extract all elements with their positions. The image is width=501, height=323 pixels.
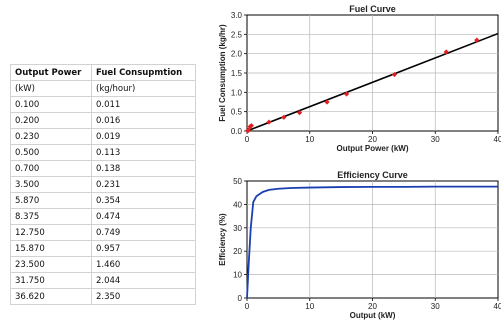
y-tick-label: 30 [233, 224, 242, 233]
output-power-cell: 0.100 [10, 96, 92, 113]
output-power-cell: 0.200 [10, 112, 92, 129]
table-units-row: (kW) (kg/hour) [10, 80, 196, 97]
output-power-cell: 31.750 [10, 272, 92, 289]
fuel-consumption-cell: 0.231 [91, 176, 196, 193]
fuel-consumption-cell: Fuel Consupmtion [91, 64, 196, 81]
fuel-consumption-cell: 0.354 [91, 192, 196, 209]
fuel-consumption-cell: 0.011 [91, 96, 196, 113]
output-power-cell: 5.870 [10, 192, 92, 209]
y-tick-label: 0.0 [231, 127, 243, 136]
x-tick-label: 40 [494, 302, 501, 311]
y-tick-label: 40 [233, 200, 242, 209]
table-row: 3.500 0.231 [10, 176, 196, 193]
x-tick-label: 20 [368, 135, 377, 144]
x-tick-label: 40 [494, 135, 501, 144]
table-row: 0.200 0.016 [10, 112, 196, 129]
y-tick-label: 50 [233, 177, 242, 186]
y-tick-label: 1.0 [231, 88, 243, 97]
chart-title: Efficiency Curve [337, 170, 408, 180]
x-tick-label: 30 [431, 135, 440, 144]
table-row: 31.750 2.044 [10, 272, 196, 289]
output-power-cell: 15.870 [10, 240, 92, 257]
efficiency-line [246, 185, 498, 299]
fuel-data-table: Output Power Fuel Consupmtion (kW) (kg/hour… [10, 64, 196, 305]
y-tick-label: 2.0 [231, 50, 243, 59]
output-power-cell: 12.750 [10, 224, 92, 241]
y-tick-label: 20 [233, 247, 242, 256]
table-row: 36.620 2.350 [10, 288, 196, 305]
x-tick-label: 20 [368, 302, 377, 311]
table-row: 5.870 0.354 [10, 192, 196, 209]
table-row: 0.500 0.113 [10, 144, 196, 161]
fit-line [246, 32, 499, 132]
x-axis-label: Output Power (kW) [337, 144, 409, 153]
data-point [443, 49, 449, 55]
data-point [248, 123, 254, 129]
fuel-curve-chart: Fuel Curve 0 10 20 30 40 0.0 0.5 1.0 1.5 2.0 2.5 3.0… [218, 4, 501, 153]
table-row: 12.750 0.749 [10, 224, 196, 241]
output-power-cell: 0.700 [10, 160, 92, 177]
table-row: 0.230 0.019 [10, 128, 196, 145]
fuel-consumption-cell: 0.474 [91, 208, 196, 225]
x-tick-label: 0 [245, 302, 250, 311]
output-power-cell: 0.500 [10, 144, 92, 161]
fuel-consumption-cell: 0.016 [91, 112, 196, 129]
table-header-row: Output Power Fuel Consupmtion [10, 64, 196, 81]
x-tick-label: 10 [305, 135, 314, 144]
output-power-cell: 3.500 [10, 176, 92, 193]
y-tick-label: 1.5 [231, 69, 243, 78]
y-tick-label: 0 [238, 294, 243, 303]
fuel-consumption-cell: 0.957 [91, 240, 196, 257]
fuel-consumption-cell: 0.019 [91, 128, 196, 145]
output-power-cell: 36.620 [10, 288, 92, 305]
output-power-cell: 0.230 [10, 128, 92, 145]
output-power-cell: 8.375 [10, 208, 92, 225]
table-row: 8.375 0.474 [10, 208, 196, 225]
table-row: 0.100 0.011 [10, 96, 196, 113]
x-tick-label: 10 [305, 302, 314, 311]
data-point [474, 37, 480, 43]
y-tick-label: 10 [233, 271, 242, 280]
chart-title: Fuel Curve [349, 4, 396, 14]
fuel-consumption-cell: (kg/hour) [91, 80, 196, 97]
fuel-consumption-cell: 0.113 [91, 144, 196, 161]
y-tick-label: 2.5 [231, 30, 243, 39]
y-tick-label: 0.5 [231, 108, 243, 117]
table-row: 0.700 0.138 [10, 160, 196, 177]
x-tick-label: 0 [245, 135, 250, 144]
table-row: 23.500 1.460 [10, 256, 196, 273]
y-axis-label: Fuel Consumption (kg/hr) [218, 24, 227, 122]
efficiency-curve-chart: Efficiency Curve 0 10 20 30 40 0 10 20 30 40 50 Outp… [218, 170, 501, 320]
fuel-consumption-cell: 0.749 [91, 224, 196, 241]
fuel-consumption-cell: 0.138 [91, 160, 196, 177]
x-tick-label: 30 [431, 302, 440, 311]
data-point [245, 127, 252, 133]
output-power-cell: (kW) [10, 80, 92, 97]
output-power-cell: 23.500 [10, 256, 92, 273]
y-axis-label: Efficiency (%) [218, 213, 227, 266]
fuel-consumption-cell: 2.350 [91, 288, 196, 305]
x-axis-label: Output (kW) [350, 311, 396, 320]
y-tick-label: 3.0 [231, 11, 243, 20]
fuel-consumption-cell: 1.460 [91, 256, 196, 273]
table-row: 15.870 0.957 [10, 240, 196, 257]
output-power-cell: Output Power [10, 64, 92, 81]
fuel-consumption-cell: 2.044 [91, 272, 196, 289]
